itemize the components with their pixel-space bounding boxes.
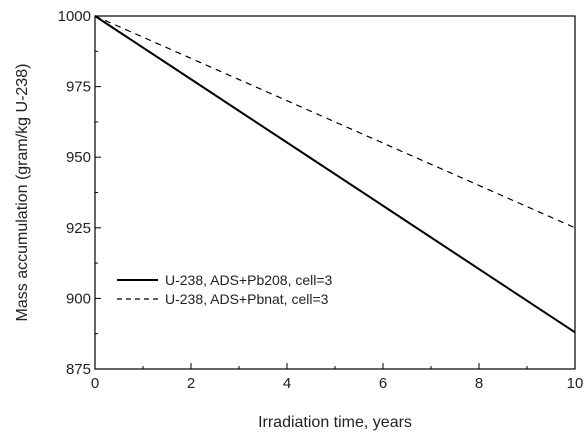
x-tick-label-10: 10 xyxy=(567,375,584,392)
x-tick-label-4: 4 xyxy=(283,375,291,392)
x-tick-label-0: 0 xyxy=(91,375,99,392)
legend-label-pb208: U-238, ADS+Pb208, cell=3 xyxy=(165,272,333,288)
legend-label-pbnat: U-238, ADS+Pbnat, cell=3 xyxy=(165,291,329,307)
y-tick-label-1000: 1000 xyxy=(58,8,91,25)
y-axis-title: Mass accumulation (gram/kg U-238) xyxy=(14,64,31,322)
legend: U-238, ADS+Pb208, cell=3 U-238, ADS+Pbna… xyxy=(117,272,333,307)
y-tick-label-975: 975 xyxy=(66,79,91,96)
y-tick-label-925: 925 xyxy=(66,220,91,237)
y-tick-label-950: 950 xyxy=(66,149,91,166)
ticks-layer: 0 2 4 6 8 10 875 900 925 950 975 1000 xyxy=(58,8,584,392)
y-tick-label-900: 900 xyxy=(66,290,91,307)
x-tick-label-6: 6 xyxy=(379,375,387,392)
x-tick-label-2: 2 xyxy=(187,375,195,392)
series-line-0 xyxy=(94,15,576,334)
y-tick-label-875: 875 xyxy=(66,361,91,378)
series-line-1 xyxy=(94,15,576,229)
x-tick-label-8: 8 xyxy=(475,375,483,392)
x-axis-title: Irradiation time, years xyxy=(258,414,412,431)
plot-frame xyxy=(94,15,576,370)
series-layer xyxy=(94,15,576,334)
